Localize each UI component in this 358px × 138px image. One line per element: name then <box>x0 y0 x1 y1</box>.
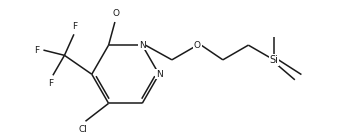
Text: N: N <box>139 41 146 50</box>
Text: O: O <box>194 41 201 50</box>
Text: O: O <box>112 9 120 18</box>
Text: N: N <box>156 70 163 79</box>
Text: Cl: Cl <box>79 125 88 134</box>
Text: F: F <box>48 79 53 88</box>
Text: F: F <box>72 22 78 31</box>
Text: F: F <box>34 46 39 55</box>
Text: Si: Si <box>270 55 278 65</box>
